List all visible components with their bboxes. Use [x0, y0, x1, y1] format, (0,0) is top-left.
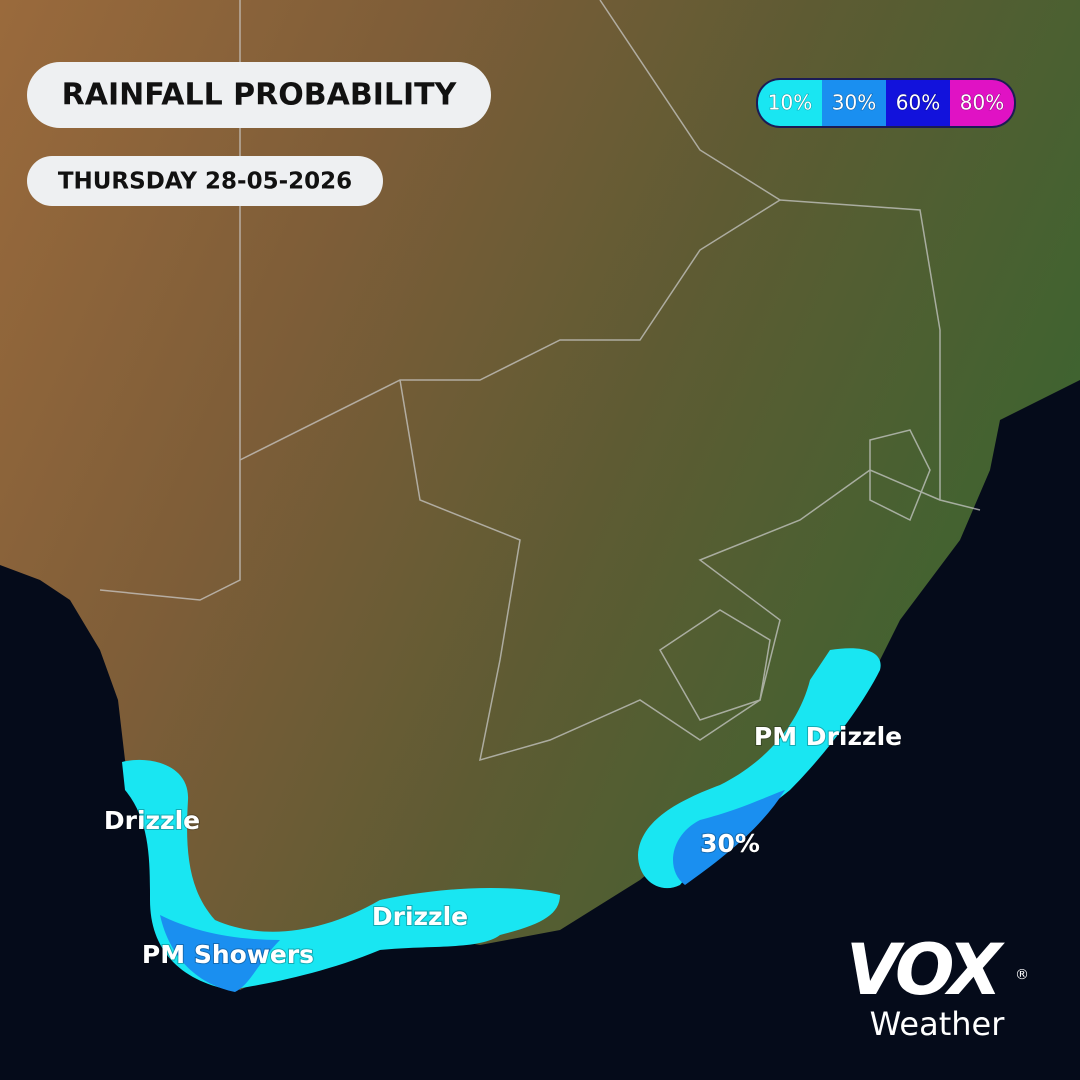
logo-text: Weather	[870, 1005, 1006, 1043]
rain-area-east-30	[673, 790, 785, 885]
date-pill	[27, 156, 383, 206]
legend-label: 30%	[832, 91, 876, 115]
logo-mark: VOX	[846, 929, 1005, 1011]
rain-area-west	[122, 759, 560, 990]
legend-label: 10%	[768, 91, 812, 115]
legend-swatch	[822, 80, 886, 126]
legend-swatch	[886, 80, 950, 126]
annotation: PM Showers	[142, 940, 314, 969]
legend-label: 60%	[896, 91, 940, 115]
rain-area-west-30	[160, 915, 280, 992]
borders	[99, 0, 981, 762]
logo-registered: ®	[1015, 967, 1029, 983]
legend-swatch	[758, 80, 822, 126]
annotation: PM Drizzle	[754, 722, 902, 751]
annotation: Drizzle	[372, 902, 468, 931]
land	[0, 0, 1080, 990]
date: THURSDAY 28-05-2026	[58, 169, 352, 195]
legend-swatch	[950, 80, 1014, 126]
title: RAINFALL PROBABILITY	[62, 78, 458, 113]
legend-items: 10% 30% 60% 80%	[758, 80, 1014, 126]
title-pill	[27, 62, 491, 128]
legend: 10% 30% 60% 80%	[756, 78, 1016, 128]
annotation: Drizzle	[104, 806, 200, 835]
legend-label: 80%	[960, 91, 1004, 115]
annotation: 30%	[700, 829, 760, 858]
